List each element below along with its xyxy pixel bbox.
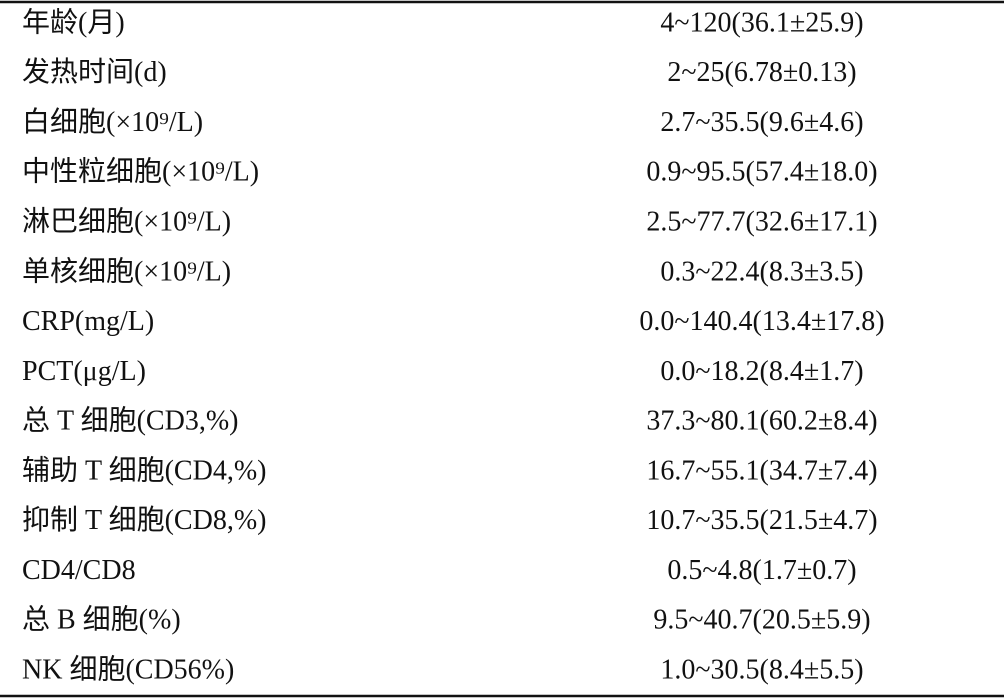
row-label: 年龄(月) — [22, 6, 125, 38]
row-value: 37.3~80.1(60.2±8.4) — [646, 406, 877, 437]
row-value: 1.0~30.5(8.4±5.5) — [660, 654, 863, 685]
row-label: CD4/CD8 — [22, 555, 136, 586]
row-value: 0.0~18.2(8.4±1.7) — [660, 356, 863, 387]
row-value: 9.5~40.7(20.5±5.9) — [653, 605, 870, 636]
row-label: 发热时间(d) — [22, 56, 167, 88]
row-label: PCT(μg/L) — [22, 356, 146, 387]
row-label: 白细胞(×10⁹/L) — [22, 106, 203, 138]
row-label: 中性粒细胞(×10⁹/L) — [22, 156, 259, 188]
row-label: 单核细胞(×10⁹/L) — [22, 255, 231, 287]
row-value: 2.5~77.7(32.6±17.1) — [646, 207, 877, 238]
row-label: NK 细胞(CD56%) — [22, 653, 234, 685]
row-value: 0.9~95.5(57.4±18.0) — [646, 157, 877, 188]
row-value: 4~120(36.1±25.9) — [660, 7, 863, 38]
row-value: 16.7~55.1(34.7±7.4) — [646, 455, 877, 486]
row-label: 辅助 T 细胞(CD4,%) — [22, 454, 266, 486]
row-label: 总 B 细胞(%) — [22, 604, 181, 636]
row-value: 2~25(6.78±0.13) — [667, 57, 856, 88]
row-label: 总 T 细胞(CD3,%) — [22, 405, 238, 437]
row-value: 0.0~140.4(13.4±17.8) — [639, 306, 884, 337]
row-label: CRP(mg/L) — [22, 306, 154, 337]
row-value: 10.7~35.5(21.5±4.7) — [646, 505, 877, 536]
row-label: 抑制 T 细胞(CD8,%) — [22, 504, 266, 536]
row-value: 2.7~35.5(9.6±4.6) — [660, 107, 863, 138]
row-value: 0.5~4.8(1.7±0.7) — [667, 555, 856, 586]
row-label: 淋巴细胞(×10⁹/L) — [22, 206, 231, 238]
row-value: 0.3~22.4(8.3±3.5) — [660, 256, 863, 287]
